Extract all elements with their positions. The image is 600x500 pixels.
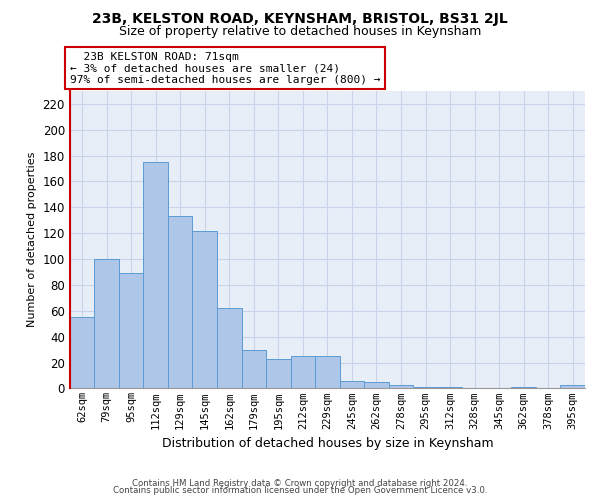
Bar xyxy=(389,384,413,388)
Bar xyxy=(315,356,340,388)
Bar xyxy=(193,230,217,388)
Text: 23B, KELSTON ROAD, KEYNSHAM, BRISTOL, BS31 2JL: 23B, KELSTON ROAD, KEYNSHAM, BRISTOL, BS… xyxy=(92,12,508,26)
Bar xyxy=(364,382,389,388)
Bar xyxy=(340,380,364,388)
Bar xyxy=(560,384,585,388)
Bar xyxy=(290,356,315,388)
Bar xyxy=(143,162,168,388)
Text: Contains HM Land Registry data © Crown copyright and database right 2024.: Contains HM Land Registry data © Crown c… xyxy=(132,478,468,488)
Bar xyxy=(511,387,536,388)
Text: 23B KELSTON ROAD: 71sqm
← 3% of detached houses are smaller (24)
97% of semi-det: 23B KELSTON ROAD: 71sqm ← 3% of detached… xyxy=(70,52,380,85)
X-axis label: Distribution of detached houses by size in Keynsham: Distribution of detached houses by size … xyxy=(161,437,493,450)
Bar xyxy=(242,350,266,389)
Text: Contains public sector information licensed under the Open Government Licence v3: Contains public sector information licen… xyxy=(113,486,487,495)
Bar xyxy=(70,318,94,388)
Bar xyxy=(168,216,193,388)
Bar xyxy=(438,387,463,388)
Bar xyxy=(119,274,143,388)
Y-axis label: Number of detached properties: Number of detached properties xyxy=(27,152,37,328)
Bar xyxy=(94,259,119,388)
Bar xyxy=(266,358,290,388)
Bar xyxy=(217,308,242,388)
Bar xyxy=(413,387,438,388)
Text: Size of property relative to detached houses in Keynsham: Size of property relative to detached ho… xyxy=(119,25,481,38)
